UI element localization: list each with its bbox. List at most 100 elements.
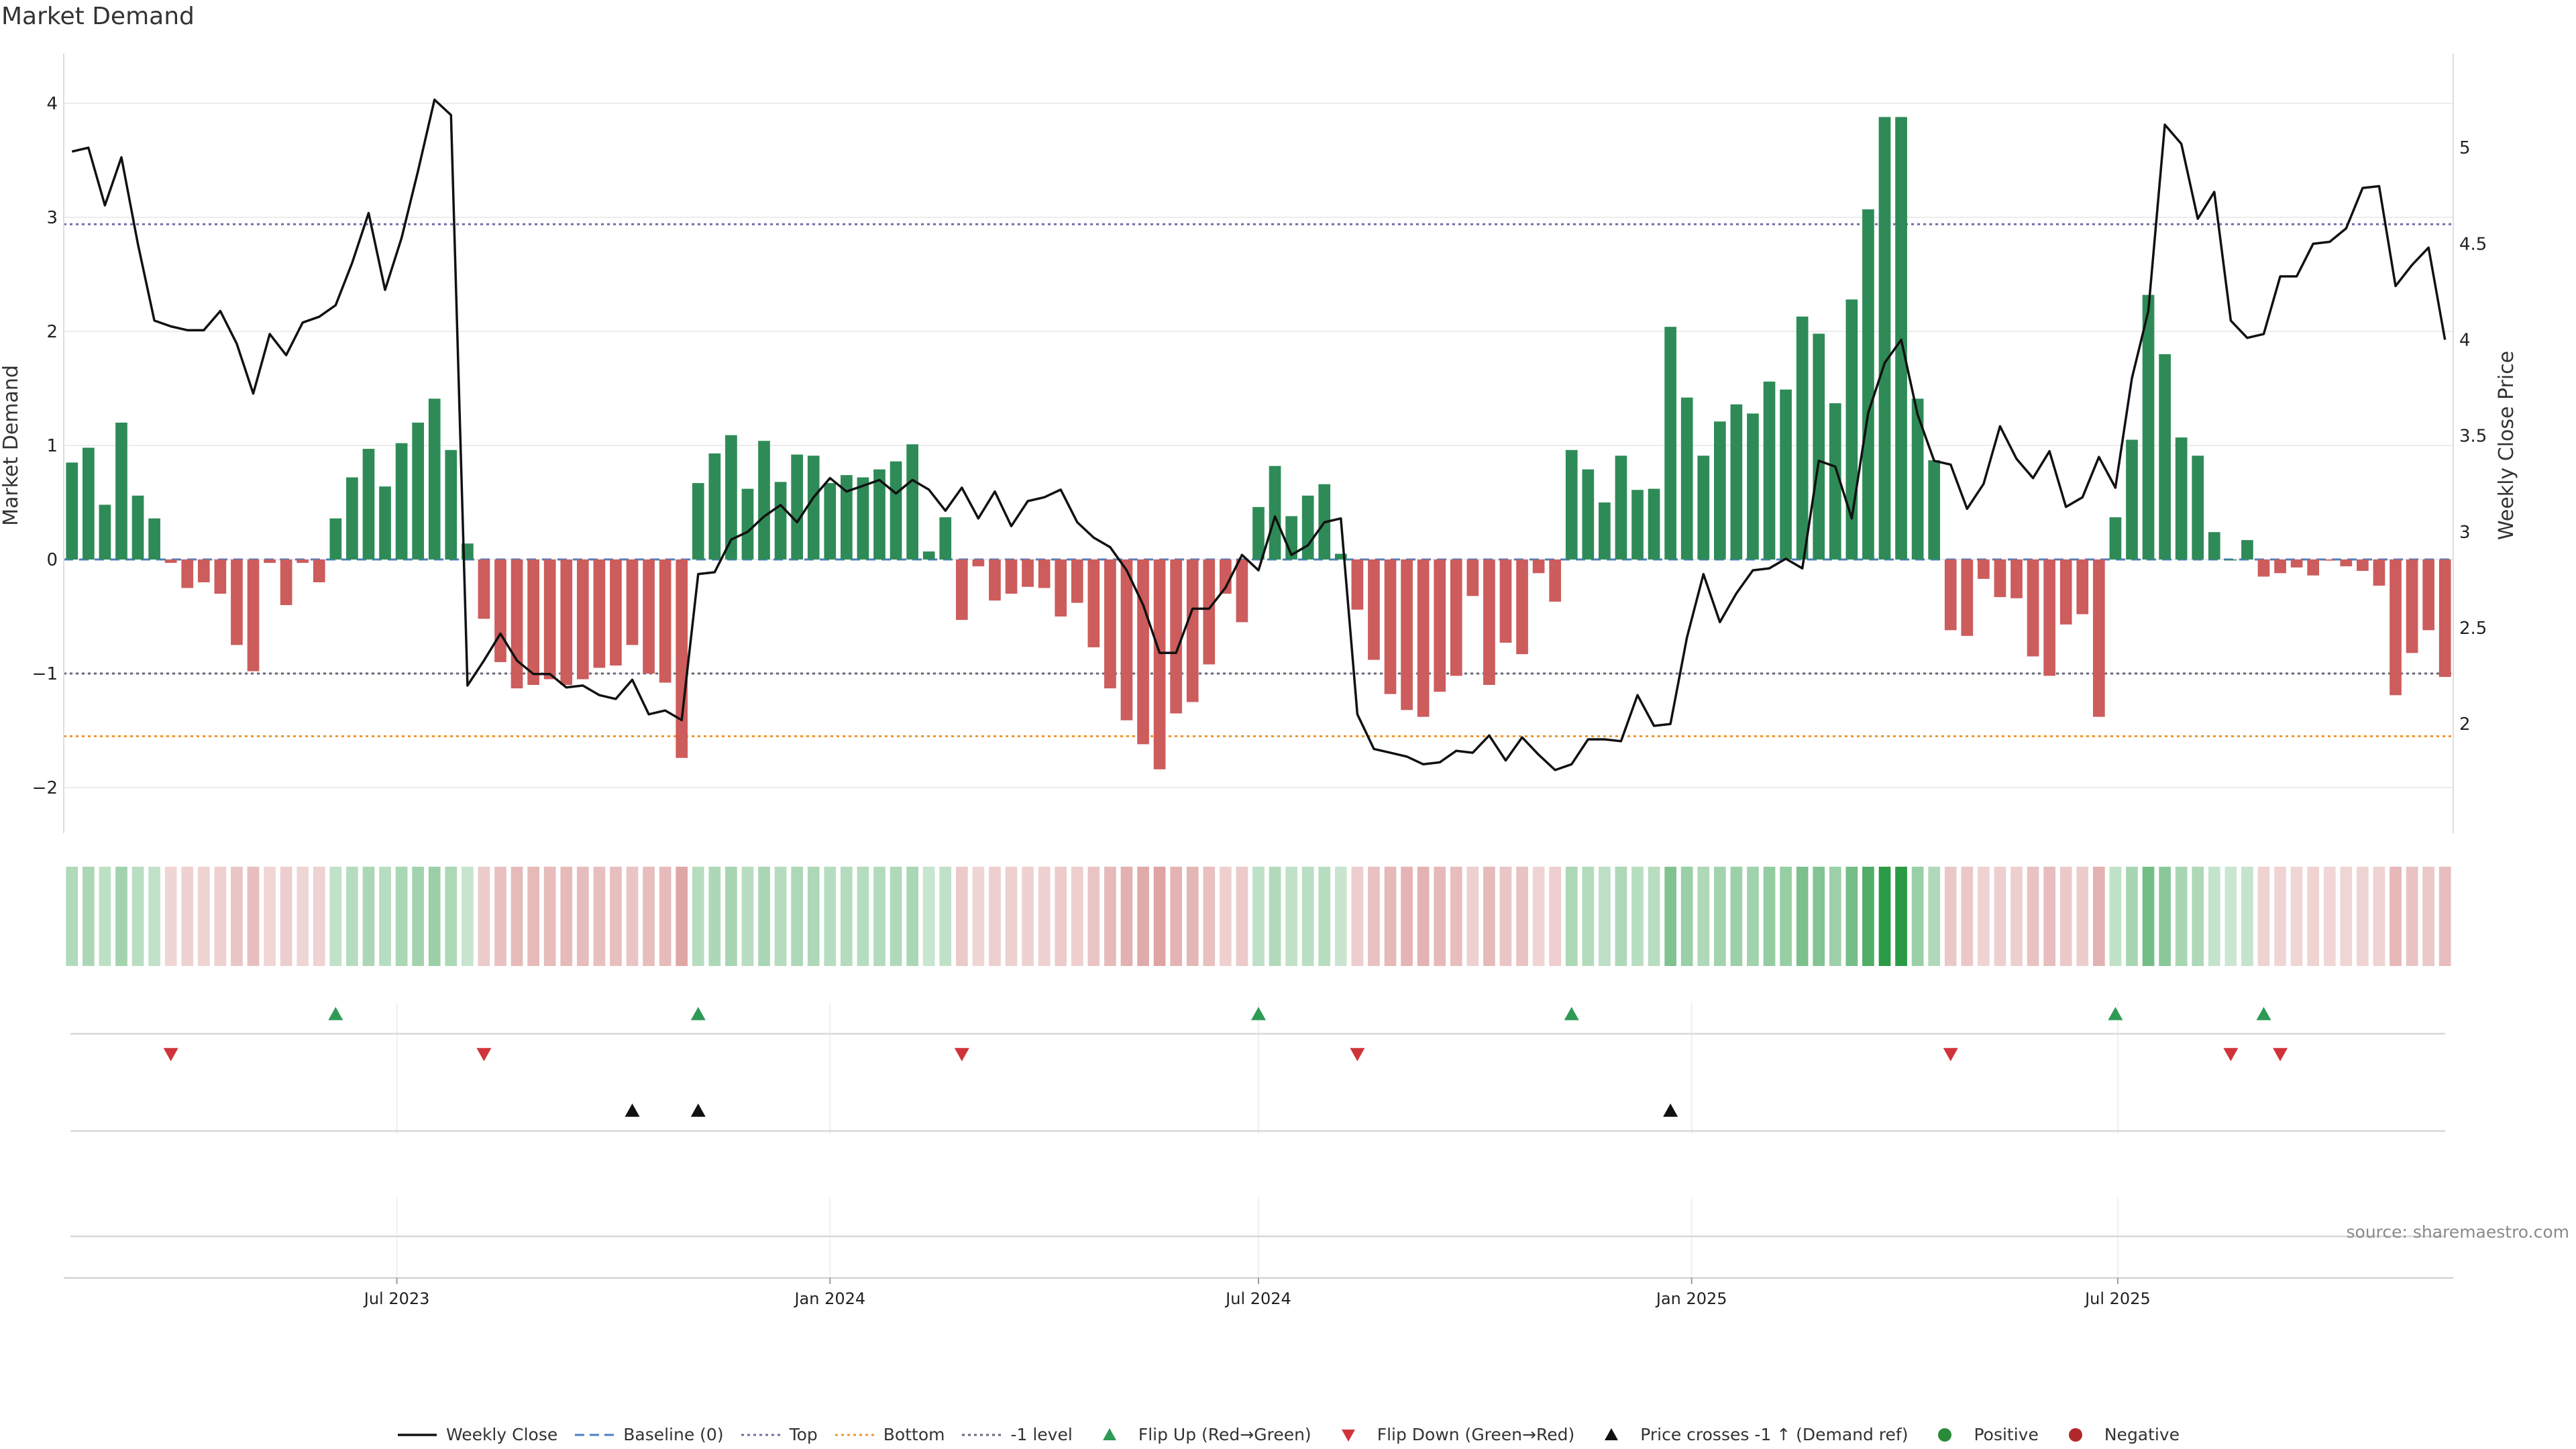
demand-bar	[2340, 559, 2353, 567]
demand-bar	[181, 559, 194, 588]
demand-bar	[906, 444, 918, 559]
demand-bar	[247, 559, 260, 672]
heat-cell	[676, 867, 688, 966]
heat-cell	[1813, 867, 1825, 966]
price-cross-marker	[625, 1104, 640, 1117]
heat-cell	[1071, 867, 1083, 966]
flip-up-marker	[1251, 1007, 1266, 1020]
legend-swatch	[1605, 1428, 1619, 1440]
demand-bar	[676, 559, 688, 758]
demand-bar	[1401, 559, 1413, 710]
demand-bar	[2126, 439, 2138, 559]
demand-bar	[1220, 559, 1232, 594]
heat-cell	[741, 867, 754, 966]
weekly-close-line	[71, 98, 2447, 771]
heat-cell	[922, 867, 935, 966]
heat-cell	[2126, 867, 2138, 966]
demand-bar	[1895, 117, 1907, 559]
legend-symbol-baseline	[574, 1426, 615, 1444]
heat-cell	[1680, 867, 1693, 966]
heat-cell	[758, 867, 770, 966]
heat-cell	[576, 867, 589, 966]
legend-symbol-bottom	[834, 1426, 875, 1444]
demand-bar	[708, 453, 721, 559]
x-tick-label: Jan 2024	[793, 1289, 865, 1308]
demand-bar	[1055, 559, 1067, 616]
heat-cell	[379, 867, 391, 966]
demand-bar	[2290, 559, 2303, 568]
heat-cell	[1599, 867, 1611, 966]
left-tick-label: −1	[32, 664, 58, 684]
heat-cell	[1664, 867, 1676, 966]
demand-bar	[989, 559, 1001, 601]
heat-cell	[1697, 867, 1710, 966]
legend-label-flip_up: Flip Up (Red→Green)	[1138, 1425, 1311, 1444]
heat-cell	[1499, 867, 1512, 966]
demand-bar	[511, 559, 523, 689]
heat-cell	[1203, 867, 1216, 966]
demand-bar	[1911, 398, 1924, 559]
heat-cell	[1895, 867, 1907, 966]
legend: Weekly Close Baseline (0) Top Bottom -1 leve…	[0, 1425, 2576, 1444]
demand-bar	[543, 559, 556, 680]
heat-cell	[873, 867, 885, 966]
price-cross-marker	[690, 1104, 706, 1117]
demand-bar	[2357, 559, 2369, 571]
legend-label-price_cross: Price crosses -1 ↑ (Demand ref)	[1640, 1425, 1909, 1444]
demand-bar	[593, 559, 606, 668]
demand-bar	[1862, 209, 1874, 560]
demand-bar	[2257, 559, 2270, 577]
heat-cell	[280, 867, 292, 966]
heat-cell	[2357, 867, 2369, 966]
demand-bar	[1845, 299, 1858, 559]
demand-bar	[1071, 559, 1083, 603]
demand-bar	[2076, 559, 2089, 614]
demand-bar	[1796, 316, 1809, 559]
demand-bar	[2323, 559, 2336, 561]
demand-bar	[610, 559, 622, 666]
heat-cell	[1648, 867, 1660, 966]
demand-bar	[280, 559, 292, 605]
heat-cell	[1401, 867, 1413, 966]
demand-bar	[1961, 559, 1974, 636]
right-tick-label: 4	[2459, 331, 2471, 351]
heat-cell	[1153, 867, 1166, 966]
demand-bar	[1631, 490, 1644, 559]
demand-bar	[1236, 559, 1248, 623]
demand-bar	[1565, 449, 1578, 559]
legend-symbol-flip_down	[1328, 1426, 1369, 1444]
demand-bar	[1022, 559, 1034, 587]
demand-bar	[2422, 559, 2434, 631]
heat-cell	[1434, 867, 1446, 966]
heat-cell	[2323, 867, 2336, 966]
heat-cell	[1911, 867, 1924, 966]
heat-cell	[2257, 867, 2270, 966]
heat-cell	[593, 867, 606, 966]
heat-cell	[1368, 867, 1380, 966]
legend-item-bottom: Bottom	[834, 1425, 945, 1444]
heat-cell	[1532, 867, 1545, 966]
legend-swatch	[2068, 1428, 2082, 1442]
heat-cell	[66, 867, 78, 966]
demand-bar	[741, 488, 754, 559]
demand-bar	[1301, 495, 1314, 559]
heat-cell	[890, 867, 902, 966]
demand-bar	[1087, 559, 1100, 647]
demand-bar	[692, 483, 704, 559]
heat-cell	[1961, 867, 1974, 966]
demand-bar	[1730, 404, 1743, 559]
left-tick-label: 2	[46, 322, 58, 342]
heat-cell	[1055, 867, 1067, 966]
legend-item-positive: Positive	[1924, 1425, 2039, 1444]
heat-cell	[1318, 867, 1331, 966]
heat-cell	[1137, 867, 1149, 966]
right-axis-title: Weekly Close Price	[2495, 351, 2518, 540]
demand-bar	[1351, 559, 1364, 610]
price-cross-marker	[1663, 1104, 1678, 1117]
demand-bar	[1203, 559, 1216, 665]
demand-bar	[1599, 502, 1611, 559]
flip-up-marker	[328, 1007, 343, 1020]
demand-bar	[2241, 540, 2253, 559]
demand-bar	[478, 559, 490, 619]
weekly-close-layer	[71, 98, 2447, 771]
